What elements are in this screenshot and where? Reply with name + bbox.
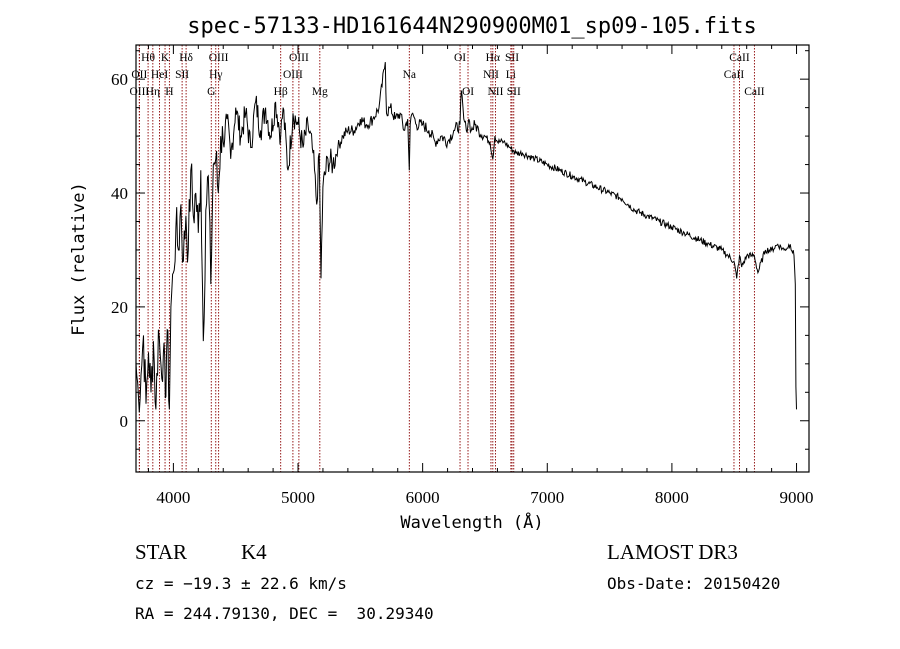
y-tick-label-0: 0 (120, 412, 129, 431)
obs-date-line: Obs-Date: 20150420 (607, 574, 781, 593)
spectral-line-label-10: Hγ (209, 69, 222, 81)
spectral-line-label-21: NII (487, 86, 503, 98)
spectral-line-label-9: OIII (209, 52, 229, 64)
spectral-line-label-16: Na (403, 69, 416, 81)
y-axis-ticks: 0 20 40 60 (111, 50, 809, 450)
x-axis-title: Wavelength (Å) (400, 511, 543, 533)
chart-title: spec-57133-HD161644N290900M01_sp09-105.f… (187, 14, 757, 39)
spectral-line-label-25: CaII (729, 52, 750, 64)
spectral-line-label-15: Mg (312, 86, 328, 98)
spectral-line-label-20: NII (483, 69, 499, 81)
x-tick-label-0: 4000 (156, 488, 190, 507)
spectral-line-label-12: Hβ (274, 86, 288, 98)
subclass-label: K4 (241, 540, 267, 564)
y-tick-label-1: 20 (111, 298, 128, 317)
spectral-line-label-17: OI (454, 52, 466, 64)
spectral-line-label-11: G (207, 86, 215, 98)
x-tick-label-1: 5000 (281, 488, 315, 507)
spectral-line-label-26: CaII (724, 69, 745, 81)
spectrum-line (135, 62, 797, 413)
spectral-line-label-14: OIII (283, 69, 303, 81)
spectrum-series (135, 62, 797, 413)
survey-label: LAMOST DR3 (607, 540, 738, 564)
classification-label: STAR (135, 540, 187, 564)
x-tick-label-3: 7000 (530, 488, 564, 507)
spectral-line-label-23: Li (506, 69, 516, 81)
spectral-line-label-8: Hδ (179, 52, 193, 64)
spectral-line-label-6: H (165, 86, 173, 98)
spectral-line-label-27: CaII (744, 86, 765, 98)
spectral-line-label-22: SII (505, 52, 519, 64)
y-tick-label-2: 40 (111, 184, 128, 203)
x-tick-label-4: 8000 (655, 488, 689, 507)
spectral-line-label-3: Hη (146, 86, 160, 98)
x-axis-ticks: 4000 5000 6000 7000 8000 9000 (147, 45, 814, 507)
x-tick-label-5: 9000 (780, 488, 814, 507)
spectral-line-label-0: Hθ (141, 52, 155, 64)
coordinates-line: RA = 244.79130, DEC = 30.29340 (135, 604, 434, 623)
spectral-line-label-18: OI (462, 86, 474, 98)
spectrum-chart: spec-57133-HD161644N290900M01_sp09-105.f… (69, 14, 814, 533)
y-axis-title: Flux (relative) (69, 182, 89, 336)
spectral-line-label-5: HeI (151, 69, 168, 81)
spectral-line-label-24: SII (507, 86, 521, 98)
spectral-line-label-4: K (161, 52, 170, 64)
spectral-line-label-13: OIII (289, 52, 309, 64)
plot-frame (135, 44, 810, 473)
redshift-line: cz = −19.3 ± 22.6 km/s (135, 574, 347, 593)
spectral-line-label-19: Hα (486, 52, 500, 64)
spectral-line-label-7: SII (175, 69, 189, 81)
spectral-line-label-2: OIII (129, 86, 149, 98)
y-tick-label-3: 60 (111, 70, 128, 89)
x-tick-label-2: 6000 (406, 488, 440, 507)
